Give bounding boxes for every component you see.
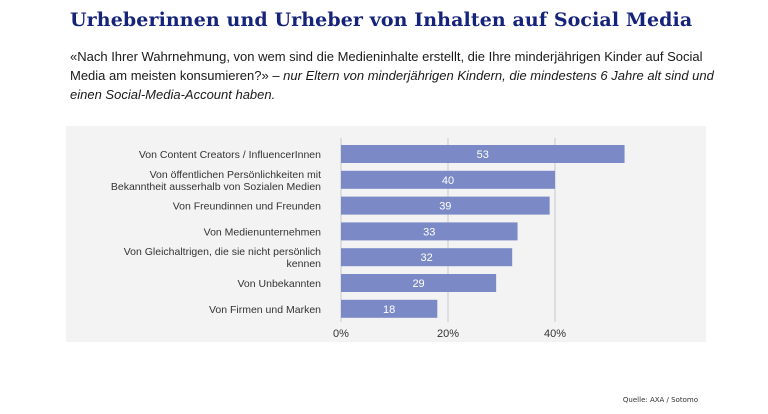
x-tick-label-1: 20% [437, 328, 459, 340]
source-note: Quelle: AXA / Sotomo [622, 396, 698, 404]
bar-value-label-1: 40 [442, 175, 454, 187]
bar-value-label-6: 18 [383, 304, 395, 316]
bar-value-label-3: 33 [423, 226, 435, 238]
survey-question: «Nach Ihrer Wahrnehmung, von wem sind di… [70, 47, 720, 104]
bar-3 [341, 222, 518, 241]
bar-0 [341, 145, 625, 163]
bar-5 [341, 274, 497, 292]
bar-4 [341, 248, 513, 267]
category-label-4-0: Von Gleichaltrigen, die sie nicht persön… [124, 246, 321, 258]
bar-6 [341, 299, 438, 318]
category-label-4-1: kennen [287, 258, 322, 270]
bar-2 [341, 196, 550, 215]
bar-value-label-0: 53 [477, 149, 489, 161]
bar-value-label-2: 39 [439, 201, 451, 213]
bar-1 [341, 170, 555, 189]
chart-title: Urheberinnen und Urheber von Inhalten au… [70, 9, 693, 31]
category-label-6-0: Von Firmen und Marken [209, 304, 321, 316]
question-note: – nur Eltern von minderjährigen Kindern,… [70, 68, 714, 102]
x-tick-label-0: 0% [333, 328, 349, 340]
category-label-3-0: Von Medienunternehmen [204, 226, 321, 238]
category-label-5-0: Von Unbekannten [238, 278, 322, 290]
question-text: «Nach Ihrer Wahrnehmung, von wem sind di… [70, 49, 703, 83]
bar-value-label-4: 32 [420, 252, 432, 264]
category-label-0-0: Von Content Creators / InfluencerInnen [139, 149, 321, 161]
category-label-1-1: Bekanntheit ausserhalb von Sozialen Medi… [111, 181, 321, 193]
bar-value-label-5: 29 [412, 278, 424, 290]
category-label-1-0: Von öffentlichen Persönlichkeiten mit [150, 169, 321, 181]
category-label-2-0: Von Freundinnen und Freunden [173, 201, 321, 213]
x-tick-label-2: 40% [544, 328, 566, 340]
